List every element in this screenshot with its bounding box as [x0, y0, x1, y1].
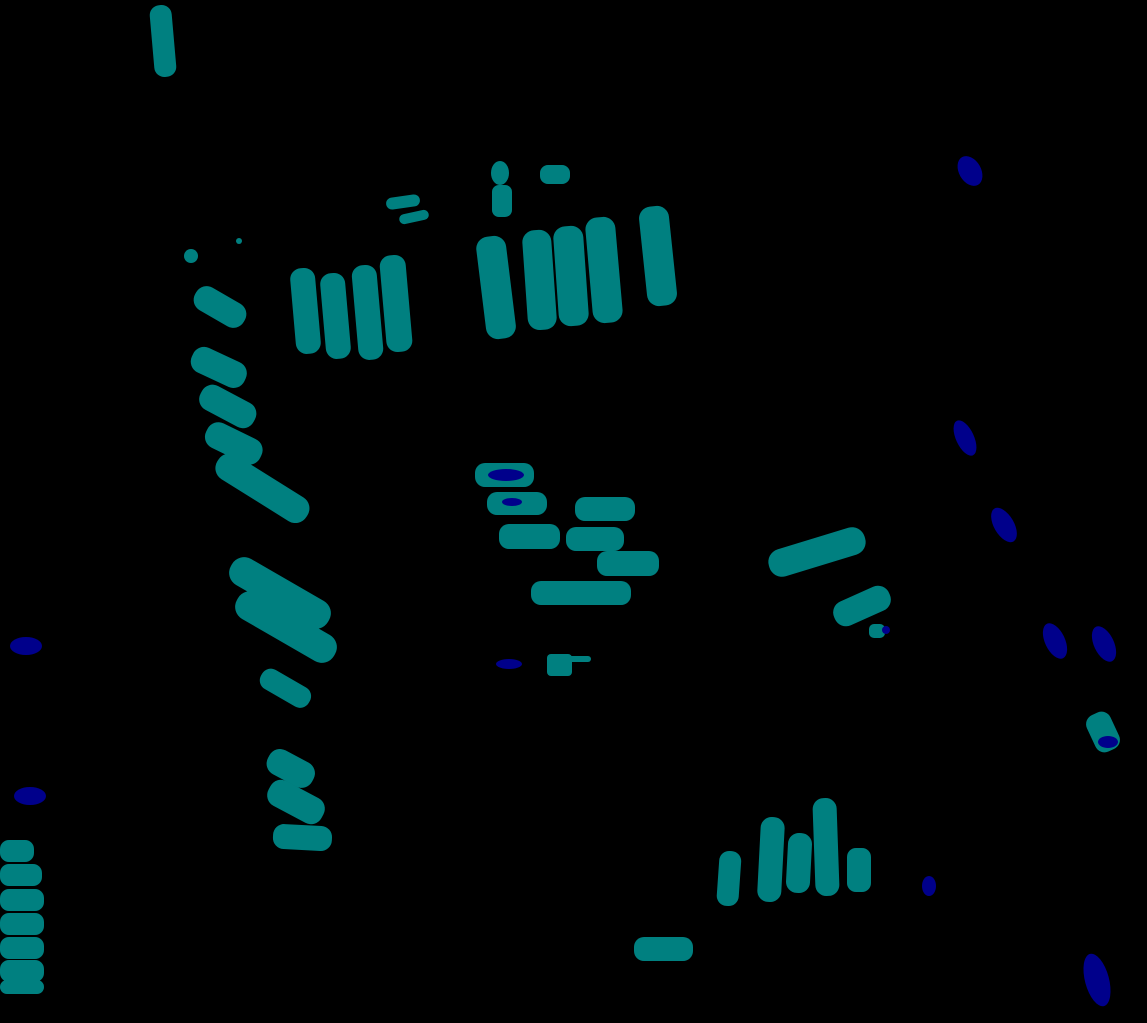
teal-segment: [190, 346, 247, 388]
teal-segment: [266, 749, 315, 788]
teal-segment: [379, 254, 413, 353]
navy-segment: [1098, 736, 1118, 748]
teal-segment: [0, 960, 44, 982]
teal-segment: [575, 497, 635, 521]
teal-segment: [716, 850, 742, 907]
teal-segment: [236, 238, 242, 244]
teal-segment: [0, 889, 44, 911]
teal-segment: [215, 453, 310, 524]
navy-segment-layer: [10, 156, 1118, 1007]
teal-segment: [499, 524, 560, 549]
teal-segment: [531, 581, 631, 605]
teal-segment: [199, 384, 257, 429]
teal-segment: [566, 656, 591, 662]
teal-segment: [204, 422, 263, 465]
teal-segment: [757, 816, 785, 903]
teal-segment: [566, 527, 624, 551]
teal-segment: [634, 937, 693, 961]
navy-segment: [922, 876, 936, 896]
teal-segment: [786, 832, 812, 894]
teal-segment: [492, 185, 512, 217]
teal-segment: [0, 980, 44, 994]
teal-segment: [399, 209, 429, 225]
navy-segment: [496, 659, 522, 669]
teal-segment: [597, 551, 659, 576]
teal-segment: [476, 235, 516, 340]
navy-segment: [1083, 953, 1111, 1007]
teal-segment: [491, 161, 509, 185]
teal-segment: [522, 229, 557, 331]
teal-segment: [768, 527, 866, 577]
teal-segment: [0, 937, 44, 959]
teal-segment: [267, 779, 325, 825]
teal-segment: [547, 654, 572, 676]
teal-segment: [351, 264, 384, 360]
teal-segment: [0, 864, 42, 886]
navy-segment: [1091, 626, 1117, 662]
teal-segment: [869, 624, 885, 638]
teal-segment: [184, 249, 198, 263]
teal-segment: [847, 848, 871, 892]
teal-segment: [0, 840, 34, 862]
teal-segment: [553, 225, 589, 327]
teal-segment: [833, 585, 891, 627]
navy-segment: [882, 626, 890, 634]
navy-segment: [991, 507, 1017, 543]
navy-segment: [10, 637, 42, 655]
teal-segment: [193, 286, 247, 328]
teal-segment: [290, 267, 321, 354]
navy-segment: [502, 498, 522, 506]
teal-segment: [149, 5, 177, 77]
teal-segment-layer: [0, 5, 1120, 994]
teal-segment: [639, 205, 677, 307]
teal-segment: [259, 668, 312, 708]
navy-segment: [957, 156, 983, 186]
navy-segment: [1042, 623, 1068, 659]
teal-segment: [540, 165, 570, 184]
navy-segment: [488, 469, 524, 481]
teal-segment: [812, 797, 840, 897]
teal-segment: [386, 194, 420, 210]
teal-segment: [585, 216, 623, 324]
teal-segment: [320, 272, 351, 359]
teal-segment: [235, 591, 337, 663]
teal-segment: [272, 824, 333, 851]
teal-segment: [0, 913, 44, 935]
navy-segment: [953, 420, 977, 456]
teal-segment: [229, 557, 331, 629]
navy-segment: [14, 787, 46, 805]
